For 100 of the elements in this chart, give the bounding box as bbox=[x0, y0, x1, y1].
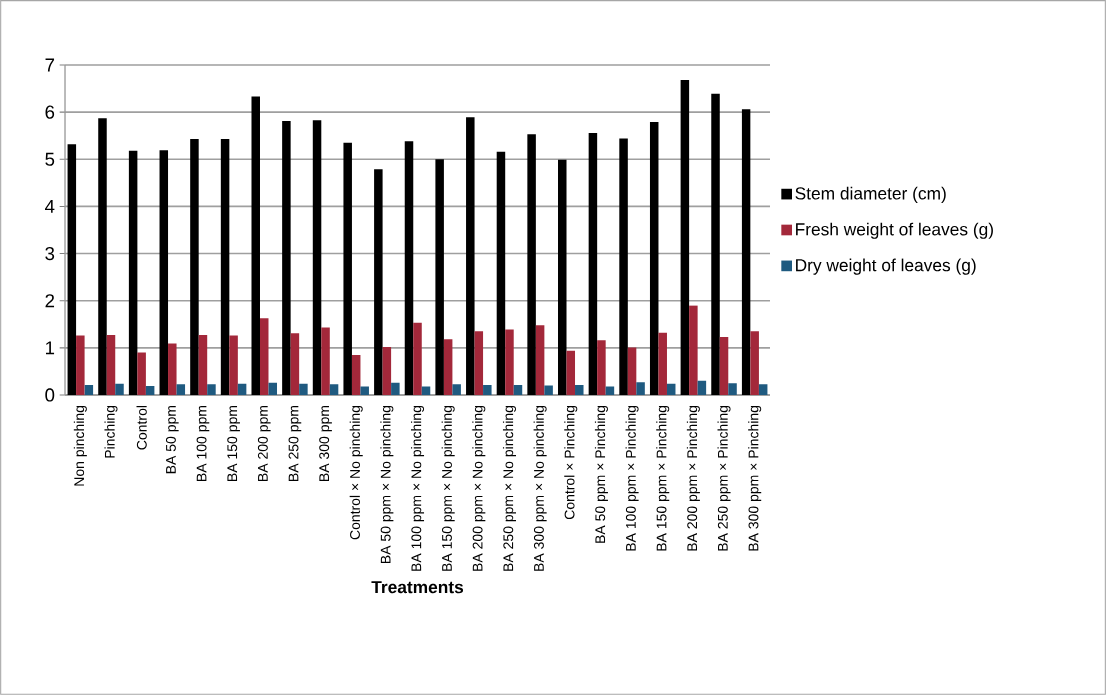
x-tick-label: Control × No pinching bbox=[349, 405, 363, 540]
bar bbox=[535, 325, 545, 395]
x-tick-label: BA 250 ppm bbox=[288, 405, 302, 481]
bar bbox=[207, 384, 216, 395]
bar bbox=[190, 139, 199, 395]
bar bbox=[627, 347, 637, 395]
y-tick-label: 6 bbox=[45, 105, 55, 119]
bar bbox=[343, 142, 352, 395]
x-tick-label: BA 50 ppm × Pinching bbox=[594, 405, 608, 543]
bar bbox=[106, 335, 116, 395]
x-tick-label: BA 200 ppm × No pinching bbox=[472, 405, 486, 571]
y-tick-label: 3 bbox=[45, 246, 55, 261]
legend-label: Stem diameter (cm) bbox=[795, 186, 946, 203]
bar bbox=[496, 151, 506, 395]
bar bbox=[466, 117, 475, 395]
x-tick-label: BA 150 ppm × No pinching bbox=[441, 405, 455, 571]
x-tick-label: BA 200 ppm bbox=[257, 405, 271, 481]
bar bbox=[360, 386, 369, 395]
x-tick-label: BA 100 ppm × Pinching bbox=[625, 405, 639, 551]
bar bbox=[312, 120, 322, 395]
bar bbox=[575, 385, 584, 395]
bar bbox=[697, 380, 707, 395]
y-tick-label: 2 bbox=[45, 294, 55, 308]
x-tick-label: Control × Pinching bbox=[564, 405, 578, 520]
bar bbox=[290, 333, 300, 395]
bar bbox=[391, 382, 400, 395]
bar bbox=[329, 384, 339, 395]
x-tick-label: BA 50 ppm bbox=[165, 405, 179, 474]
bar bbox=[452, 384, 461, 395]
bar bbox=[619, 138, 628, 395]
x-tick-label: Pinching bbox=[104, 405, 118, 458]
bar bbox=[649, 122, 659, 395]
bar bbox=[544, 385, 553, 395]
bar bbox=[728, 383, 737, 395]
bar bbox=[351, 354, 361, 395]
bar bbox=[435, 159, 444, 395]
legend-label: Fresh weight of leaves (g) bbox=[796, 222, 993, 239]
bar bbox=[483, 385, 492, 395]
bar bbox=[527, 134, 536, 395]
y-tick-label: 1 bbox=[46, 341, 55, 355]
x-tick-label: BA 150 ppm × Pinching bbox=[656, 405, 670, 551]
bar bbox=[128, 150, 138, 395]
x-axis-title: Treatments bbox=[371, 581, 464, 594]
bar bbox=[84, 385, 94, 395]
bar bbox=[159, 150, 169, 395]
bar bbox=[98, 118, 107, 395]
bar bbox=[658, 332, 667, 395]
bar bbox=[251, 96, 260, 395]
bar bbox=[137, 352, 146, 395]
x-tick-label: BA 150 ppm bbox=[227, 405, 240, 481]
bar bbox=[750, 331, 759, 395]
x-tick-label: BA 300 ppm bbox=[319, 405, 332, 481]
bar bbox=[636, 382, 645, 395]
bar bbox=[220, 139, 230, 395]
bar bbox=[321, 327, 330, 395]
bar bbox=[76, 335, 85, 395]
bar bbox=[689, 305, 698, 395]
bar bbox=[741, 109, 751, 395]
bar bbox=[268, 382, 278, 395]
y-tick-label: 5 bbox=[45, 152, 55, 166]
bar bbox=[67, 144, 77, 395]
bar bbox=[443, 339, 453, 395]
bar bbox=[259, 318, 269, 395]
bar bbox=[237, 383, 247, 395]
bar bbox=[374, 169, 383, 395]
x-tick-label: BA 200 ppm × Pinching bbox=[686, 405, 700, 551]
bar bbox=[282, 121, 291, 395]
bar bbox=[719, 337, 729, 395]
x-tick-label: Control bbox=[136, 405, 147, 450]
x-tick-label: BA 250 ppm × Pinching bbox=[717, 405, 731, 551]
legend-label: Dry weight of leaves (g) bbox=[796, 258, 976, 275]
x-tick-label: BA 50 ppm × No pinching bbox=[380, 405, 394, 564]
bar bbox=[680, 80, 690, 395]
y-tick-label: 7 bbox=[45, 58, 55, 72]
x-tick-label: BA 300 ppm × No pinching bbox=[533, 405, 547, 571]
bar bbox=[505, 329, 514, 395]
y-tick-label: 0 bbox=[45, 388, 55, 402]
bar bbox=[666, 383, 676, 395]
y-tick-label: 4 bbox=[45, 200, 55, 213]
x-tick-label: BA 250 ppm × No pinching bbox=[502, 405, 516, 571]
bar bbox=[176, 384, 186, 395]
bar bbox=[566, 350, 576, 395]
bar bbox=[229, 335, 238, 395]
bar bbox=[382, 346, 392, 395]
bar bbox=[299, 383, 308, 395]
bar bbox=[474, 331, 484, 395]
bar bbox=[413, 322, 422, 395]
bar bbox=[115, 383, 124, 395]
bar bbox=[198, 335, 208, 395]
bar bbox=[558, 159, 567, 395]
bar bbox=[168, 343, 177, 395]
x-tick-label: Non pinching bbox=[73, 405, 87, 486]
bar bbox=[597, 340, 606, 395]
bar bbox=[513, 385, 523, 395]
bar bbox=[711, 93, 720, 395]
x-tick-label: BA 100 ppm bbox=[196, 405, 210, 481]
bar bbox=[588, 132, 598, 395]
bar bbox=[145, 386, 155, 395]
bar bbox=[404, 141, 414, 395]
x-tick-label: BA 300 ppm × Pinching bbox=[748, 405, 762, 551]
